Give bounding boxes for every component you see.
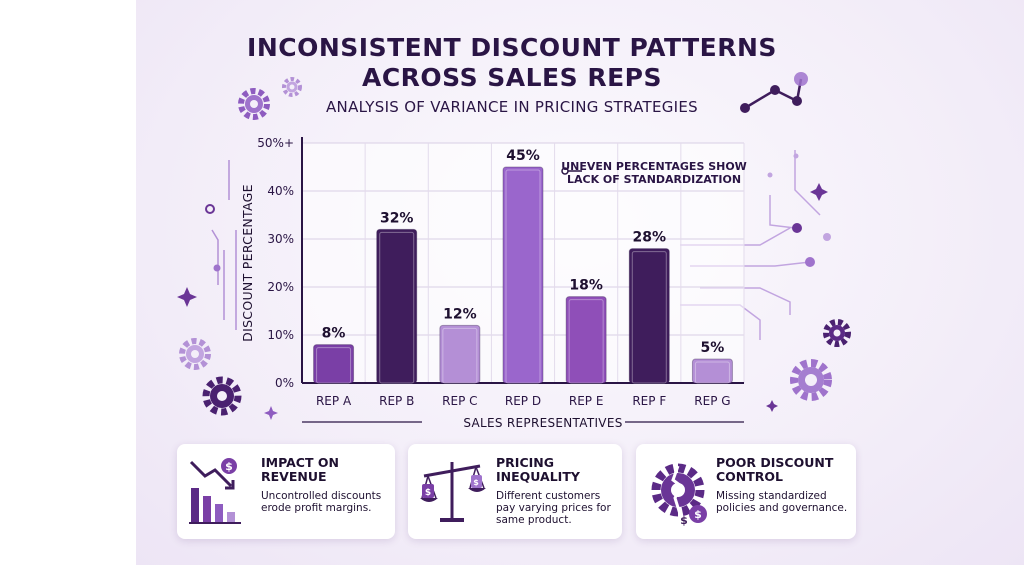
sparkle-icon bbox=[264, 406, 278, 420]
y-tick-label: 40% bbox=[267, 184, 294, 198]
x-tick-label: REP G bbox=[694, 394, 730, 408]
bar-highlight bbox=[316, 347, 352, 384]
bar-highlight bbox=[568, 299, 604, 384]
insight-card-revenue: $ IMPACT ON REVENUE Uncontrolled discoun… bbox=[177, 444, 395, 539]
circuit-node-icon bbox=[205, 204, 215, 214]
card-text-line-1: Different customers bbox=[496, 490, 601, 502]
declining-revenue-chart-icon: $ bbox=[189, 458, 241, 524]
circuit-node-icon bbox=[793, 153, 799, 159]
card-title-line-2: REVENUE bbox=[261, 469, 327, 484]
insight-card-control: $ $ POOR DISCOUNT CONTROL Missing standa… bbox=[636, 444, 856, 539]
circuit-lines-decoration bbox=[211, 160, 237, 330]
circuit-node-icon bbox=[823, 233, 831, 241]
chart-title-line-2: ACROSS SALES REPS bbox=[361, 63, 663, 92]
card-title-line-2: INEQUALITY bbox=[496, 469, 580, 484]
card-text-line-2: erode profit margins. bbox=[261, 502, 372, 514]
bar-rep-f bbox=[628, 248, 670, 384]
card-text-line-1: Uncontrolled discounts bbox=[261, 490, 382, 502]
bar-highlight bbox=[442, 327, 478, 384]
trend-node-icon bbox=[792, 96, 802, 106]
annotation-text-line-1: UNEVEN PERCENTAGES SHOW bbox=[561, 160, 747, 173]
y-tick-label: 20% bbox=[267, 280, 294, 294]
x-axis-label: SALES REPRESENTATIVES bbox=[463, 416, 622, 430]
bar-highlight bbox=[694, 361, 730, 384]
circuit-node-icon bbox=[213, 264, 221, 272]
data-label: 5% bbox=[701, 340, 725, 356]
data-label: 18% bbox=[569, 278, 603, 294]
bar-rep-e bbox=[565, 296, 607, 384]
annotation-text-line-2: LACK OF STANDARDIZATION bbox=[567, 173, 741, 186]
trend-node-icon bbox=[740, 103, 750, 113]
y-tick-label: 0% bbox=[275, 376, 294, 390]
gear-icon bbox=[238, 88, 270, 120]
bar-highlight bbox=[379, 231, 415, 384]
circuit-node-icon bbox=[792, 223, 802, 233]
data-label: 12% bbox=[443, 306, 477, 322]
bar-highlight bbox=[631, 251, 667, 384]
circuit-node-icon bbox=[805, 257, 815, 267]
x-tick-label: REP A bbox=[316, 394, 352, 408]
bar-rep-b bbox=[376, 228, 418, 384]
trend-node-icon bbox=[770, 85, 780, 95]
svg-text:$: $ bbox=[225, 460, 233, 473]
trend-line-icon bbox=[744, 78, 803, 110]
data-label: 8% bbox=[322, 326, 346, 342]
data-label: 28% bbox=[633, 230, 667, 246]
bar-rep-a bbox=[313, 344, 355, 384]
svg-text:$: $ bbox=[425, 488, 431, 498]
card-text-line-2: policies and governance. bbox=[716, 502, 848, 514]
svg-text:$: $ bbox=[473, 478, 479, 487]
card-title-line-1: POOR DISCOUNT bbox=[716, 455, 834, 470]
bar-chart: 0% 10% 20% 30% 40% 50%+ 8% REP A 32% REP B 12% REP … bbox=[177, 72, 851, 430]
x-tick-label: REP F bbox=[632, 394, 666, 408]
chart-subtitle: ANALYSIS OF VARIANCE IN PRICING STRATEGI… bbox=[325, 98, 698, 116]
card-title-line-1: IMPACT ON bbox=[261, 455, 339, 470]
trend-node-icon bbox=[794, 72, 808, 86]
card-title-line-1: PRICING bbox=[496, 455, 554, 470]
card-text-line-2: pay varying prices for bbox=[496, 502, 611, 514]
annotation-callout: UNEVEN PERCENTAGES SHOW LACK OF STANDARD… bbox=[561, 160, 747, 186]
sparkle-icon bbox=[766, 400, 778, 412]
card-title-line-2: CONTROL bbox=[716, 469, 784, 484]
data-label: 32% bbox=[380, 210, 414, 226]
insight-card-pricing: $ $ PRICING INEQUALITY Different custome… bbox=[408, 444, 622, 539]
sparkle-icon bbox=[810, 183, 828, 201]
y-tick-label: 50%+ bbox=[257, 136, 294, 150]
card-text-line-3: same product. bbox=[496, 514, 572, 526]
gear-icon bbox=[179, 338, 211, 370]
unbalanced-scale-icon: $ $ bbox=[420, 462, 486, 522]
bar-highlight bbox=[505, 169, 541, 384]
svg-text:$: $ bbox=[694, 508, 702, 521]
x-tick-label: REP E bbox=[569, 394, 604, 408]
sparkle-icon bbox=[177, 287, 197, 307]
gear-icon bbox=[202, 376, 242, 416]
chart-title-line-1: INCONSISTENT DISCOUNT PATTERNS bbox=[247, 33, 777, 62]
plot-area: 0% 10% 20% 30% 40% 50%+ 8% REP A 32% REP B 12% REP … bbox=[240, 136, 745, 430]
x-tick-label: REP C bbox=[442, 394, 477, 408]
gear-icon bbox=[282, 77, 302, 97]
broken-gear-icon: $ $ bbox=[651, 463, 707, 527]
x-tick-label: REP B bbox=[379, 394, 414, 408]
gear-icon bbox=[823, 319, 851, 347]
gear-icon bbox=[790, 359, 832, 401]
circuit-node-icon bbox=[767, 172, 773, 178]
y-tick-label: 30% bbox=[267, 232, 294, 246]
card-text-line-1: Missing standardized bbox=[716, 490, 827, 502]
svg-text:$: $ bbox=[680, 514, 688, 527]
data-label: 45% bbox=[506, 148, 540, 164]
x-tick-label: REP D bbox=[505, 394, 541, 408]
bar-rep-c bbox=[439, 324, 481, 384]
bar-rep-d bbox=[502, 166, 544, 384]
bar-rep-g bbox=[691, 358, 733, 384]
y-axis-label: DISCOUNT PERCENTAGE bbox=[240, 184, 255, 342]
y-tick-label: 10% bbox=[267, 328, 294, 342]
